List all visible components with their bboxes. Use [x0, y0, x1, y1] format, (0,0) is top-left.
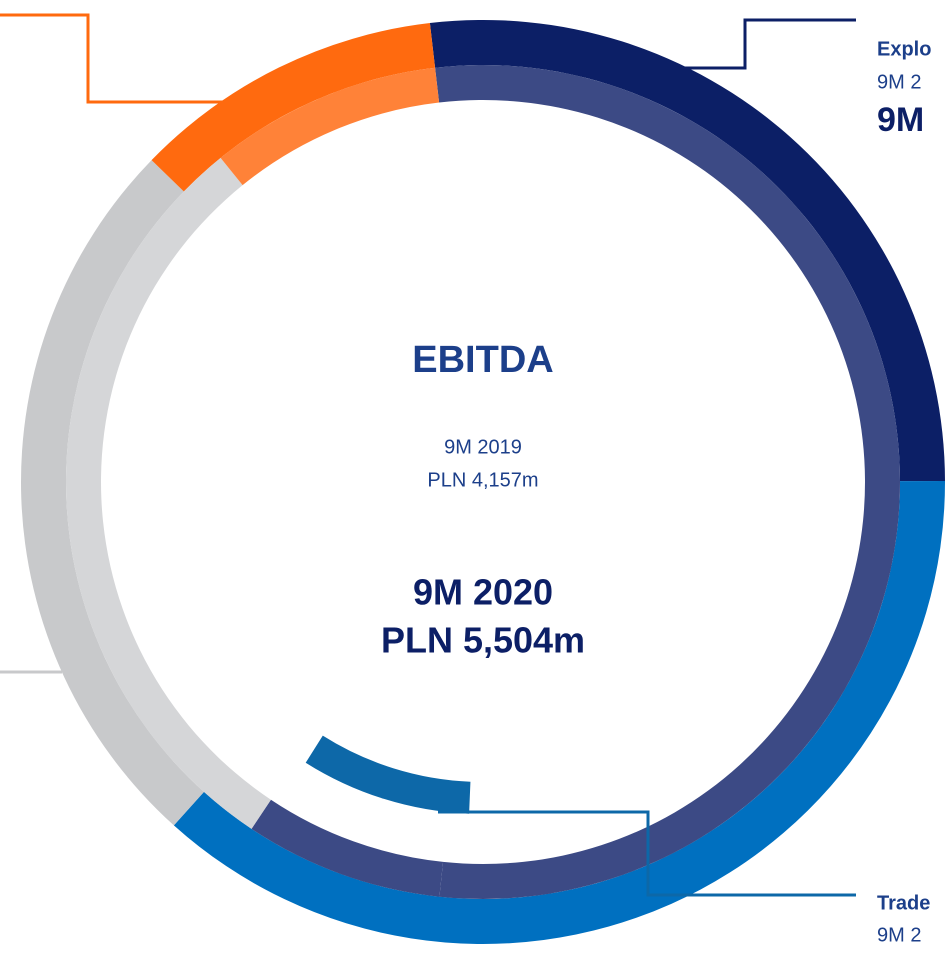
donut-segment — [151, 23, 436, 192]
leader-line — [438, 810, 856, 897]
annotation-text: Explo — [877, 38, 931, 60]
donut-segment — [66, 157, 271, 829]
donut-segment — [21, 160, 204, 826]
center-text: PLN 5,504m — [381, 620, 585, 661]
center-text: 9M 2020 — [413, 572, 553, 613]
annotation-text: 9M — [877, 101, 924, 139]
donut-segment — [251, 799, 444, 897]
leader-line — [608, 18, 856, 70]
center-text: PLN 4,157m — [427, 469, 538, 491]
annotation-text: Trade — [877, 892, 930, 914]
center-texts: 9M 2019 PLN 4,157m 9M 2020 PLN 5,504m — [381, 436, 585, 660]
annotation-text: 9M 2 — [877, 71, 921, 93]
donut-segment — [173, 481, 945, 944]
donut-segment — [429, 20, 945, 482]
annotation-text: 9M 2 — [877, 924, 921, 946]
donut-segment — [305, 735, 471, 814]
leader-line — [0, 13, 272, 104]
annotations: Explo 9M 2 9M Trade 9M 2 — [877, 38, 931, 946]
chart-title: EBITDA — [412, 339, 553, 381]
center-text: 9M 2019 — [444, 436, 522, 458]
donut-segment — [220, 67, 440, 186]
rings — [21, 20, 945, 944]
